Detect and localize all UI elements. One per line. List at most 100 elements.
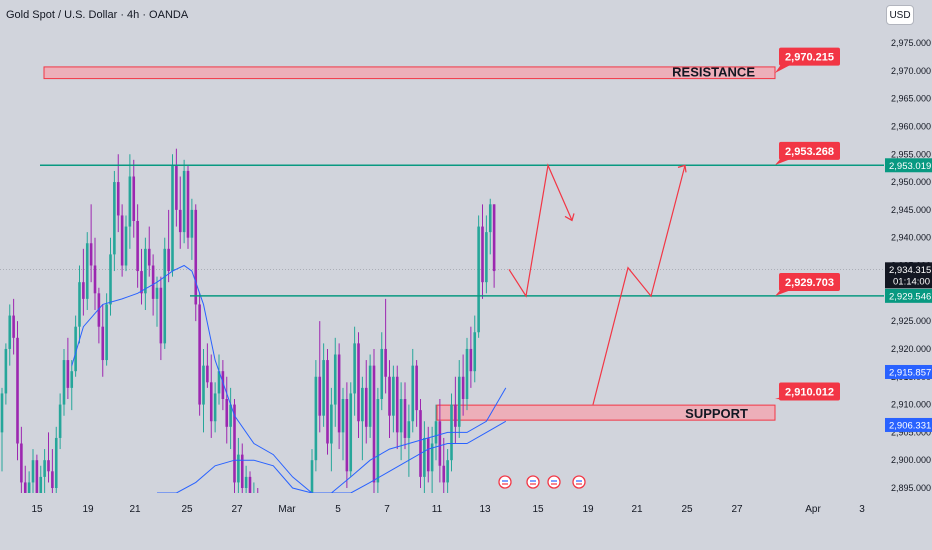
- candle-body: [39, 476, 43, 493]
- moving-average-1: [71, 264, 507, 494]
- candle-body: [82, 282, 85, 299]
- us-flag-icon: [547, 475, 561, 489]
- time-axis-background: [0, 493, 932, 550]
- arrow-head: [564, 213, 575, 222]
- candle-body: [140, 271, 143, 294]
- candle-body: [403, 399, 407, 438]
- candle-body: [407, 421, 411, 438]
- candle-body: [314, 376, 318, 461]
- price-axis-badge: [885, 158, 932, 173]
- candle-body: [163, 248, 167, 344]
- candle-body: [411, 365, 415, 422]
- candle-body: [419, 410, 422, 477]
- candle-body: [225, 399, 229, 427]
- candle-body: [120, 215, 124, 266]
- candle-body: [399, 399, 403, 433]
- candle-body: [58, 404, 62, 438]
- candle-body: [229, 404, 232, 427]
- candle-body: [132, 176, 136, 221]
- currency-button[interactable]: USD: [886, 5, 914, 25]
- price-tick-label: 2,945.000: [891, 205, 931, 215]
- price-axis-badge-label: 2,953.019: [889, 161, 931, 172]
- time-tick-label: 7: [384, 504, 390, 515]
- time-tick-label: 15: [532, 504, 544, 515]
- candle-body: [206, 365, 209, 383]
- candle-body: [167, 248, 170, 272]
- candle-body: [105, 304, 108, 361]
- time-tick-label: 11: [432, 504, 443, 515]
- candle-body: [23, 482, 27, 493]
- resistance-zone: [43, 66, 776, 80]
- candle-body: [147, 248, 151, 266]
- candle-body: [124, 226, 128, 266]
- price-axis-badge: [885, 262, 932, 289]
- candle-body: [151, 265, 155, 299]
- time-tick-label: 13: [479, 504, 491, 515]
- candle-body: [136, 221, 139, 272]
- candle-body: [78, 282, 81, 327]
- time-tick-label: 27: [231, 504, 243, 515]
- candle-body: [213, 393, 217, 422]
- candle-body: [54, 437, 58, 488]
- us-flag-icon: [498, 475, 512, 489]
- candle-body: [16, 337, 19, 444]
- candle-body: [244, 476, 248, 488]
- time-tick-label: 25: [681, 504, 693, 515]
- candle-body: [171, 165, 174, 272]
- candle-body: [97, 293, 101, 327]
- price-callout-label: 2,953.268: [785, 146, 834, 158]
- price-callout-label: 2,970.215: [785, 52, 834, 64]
- candle-body: [349, 393, 353, 472]
- candle-body: [345, 399, 349, 472]
- price-tick-label: 2,910.000: [891, 400, 931, 410]
- price-callout: [779, 141, 840, 160]
- candle-body: [144, 248, 147, 294]
- candle-body: [376, 399, 380, 483]
- arrow-head: [677, 164, 687, 173]
- candle-body: [233, 404, 236, 483]
- price-callout-label: 2,929.703: [785, 277, 834, 289]
- price-tick-label: 2,975.000: [891, 38, 931, 48]
- price-axis-badge: [885, 417, 932, 432]
- candle-body: [423, 437, 426, 477]
- support-label: SUPPORT: [685, 406, 748, 421]
- candle-body: [182, 170, 186, 233]
- candle-body: [31, 460, 35, 483]
- price-axis-badge-countdown: 01:14:00: [893, 276, 930, 287]
- candle-body: [333, 354, 337, 405]
- candle-body: [51, 471, 54, 488]
- candle-body: [209, 382, 213, 422]
- candle-body: [8, 315, 12, 349]
- time-tick-label: 5: [335, 504, 341, 515]
- candle-body: [186, 170, 190, 238]
- candle-body: [217, 371, 221, 394]
- time-tick-label: 21: [129, 504, 141, 515]
- candle-body: [481, 226, 484, 283]
- projection-path-b: [592, 165, 686, 405]
- us-flag-icon: [526, 475, 540, 489]
- candle-body: [47, 460, 50, 472]
- candle-body: [62, 360, 66, 405]
- candle-body: [492, 204, 496, 272]
- price-axis-badge-label: 2,929.546: [889, 291, 931, 302]
- candle-body: [20, 443, 23, 483]
- candle-body: [473, 332, 477, 372]
- candle-body: [190, 209, 194, 238]
- symbol-title: Gold Spot / U.S. Dollar · 4h · OANDA: [6, 9, 189, 21]
- us-flag-icon: [572, 475, 586, 489]
- candle-body: [198, 304, 201, 405]
- candle-body: [101, 326, 105, 361]
- candle-body: [326, 360, 329, 444]
- price-tick-label: 2,950.000: [891, 177, 931, 187]
- candle-body: [477, 226, 480, 333]
- price-axis-badge: [885, 364, 932, 379]
- candle-body: [337, 354, 341, 433]
- candle-body: [12, 315, 15, 338]
- candle-body: [178, 209, 182, 233]
- candle-body: [368, 365, 372, 427]
- candle-body: [430, 443, 434, 472]
- candle-body: [364, 387, 368, 427]
- candle-body: [237, 454, 240, 483]
